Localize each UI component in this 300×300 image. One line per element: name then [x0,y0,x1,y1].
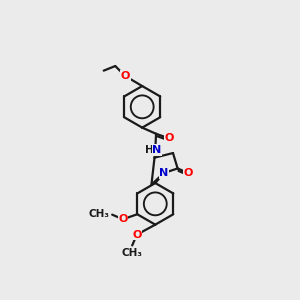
Text: O: O [132,230,142,240]
Text: O: O [184,168,193,178]
Text: O: O [121,71,130,81]
Text: N: N [159,168,168,178]
Text: O: O [118,214,128,224]
Text: N: N [152,145,161,155]
Text: CH₃: CH₃ [88,209,109,219]
Text: H: H [145,145,154,155]
Text: O: O [164,134,174,143]
Text: CH₃: CH₃ [122,248,143,258]
